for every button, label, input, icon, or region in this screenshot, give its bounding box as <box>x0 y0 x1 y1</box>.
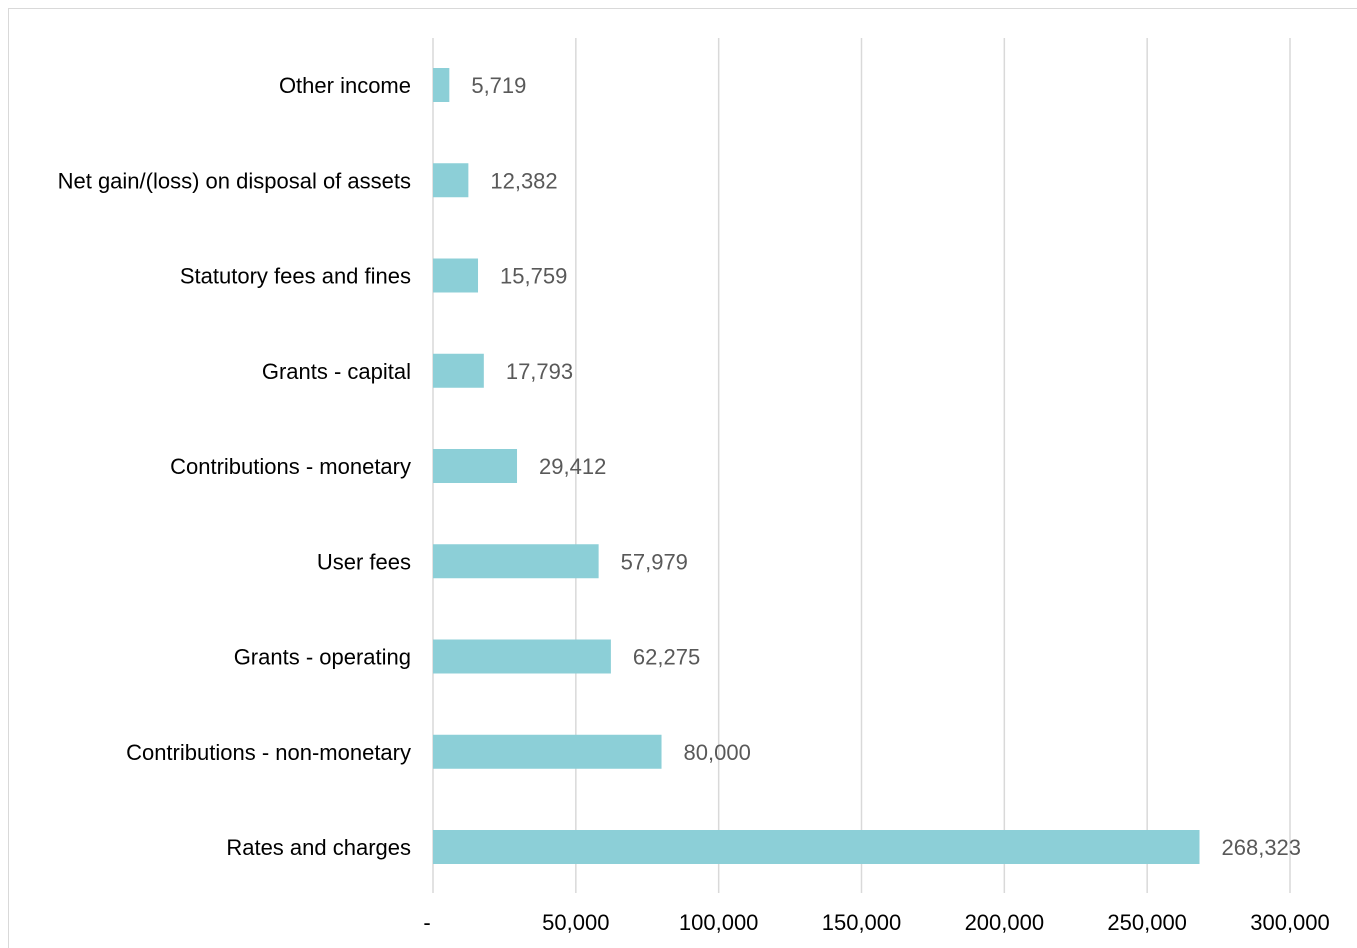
bar <box>433 449 518 483</box>
category-label: Net gain/(loss) on disposal of assets <box>58 168 411 193</box>
category-label: Contributions - monetary <box>170 454 411 479</box>
x-tick-label: 100,000 <box>679 910 759 935</box>
value-label: 29,412 <box>539 454 606 479</box>
bar <box>433 544 599 579</box>
bar <box>433 163 469 198</box>
bars <box>433 68 1200 864</box>
x-tick-label: 250,000 <box>1107 910 1187 935</box>
x-tick-label: - <box>423 910 430 935</box>
x-tick-label: 50,000 <box>542 910 609 935</box>
category-label: Rates and charges <box>226 835 411 860</box>
bar <box>433 830 1200 864</box>
value-labels: 5,719 12,382 15,759 17,793 29,412 57,979 62,27… <box>471 73 1301 860</box>
value-label: 15,759 <box>500 264 567 289</box>
bar <box>433 68 450 102</box>
value-label: 80,000 <box>684 740 751 765</box>
x-axis-ticks: - 50,000 100,000 150,000 200,000 250,000 300,0… <box>423 910 1329 935</box>
value-label: 12,382 <box>490 168 557 193</box>
value-label: 268,323 <box>1222 835 1302 860</box>
value-label: 5,719 <box>471 73 526 98</box>
x-tick-label: 150,000 <box>822 910 902 935</box>
category-label: Contributions - non-monetary <box>126 740 411 765</box>
bar <box>433 639 611 674</box>
category-label: Statutory fees and fines <box>180 264 411 289</box>
bar <box>433 734 662 769</box>
category-label: User fees <box>317 549 411 574</box>
bar <box>433 258 479 293</box>
category-label: Grants - operating <box>234 645 411 670</box>
chart-frame <box>8 8 1357 948</box>
category-label: Grants - capital <box>262 359 411 384</box>
x-tick-label: 300,000 <box>1250 910 1330 935</box>
x-tick-label: 200,000 <box>965 910 1045 935</box>
bar <box>433 353 484 388</box>
value-label: 17,793 <box>506 359 573 384</box>
value-label: 62,275 <box>633 645 700 670</box>
category-label: Other income <box>279 73 411 98</box>
category-labels: Other income Net gain/(loss) on disposal … <box>58 73 411 860</box>
value-label: 57,979 <box>621 549 688 574</box>
